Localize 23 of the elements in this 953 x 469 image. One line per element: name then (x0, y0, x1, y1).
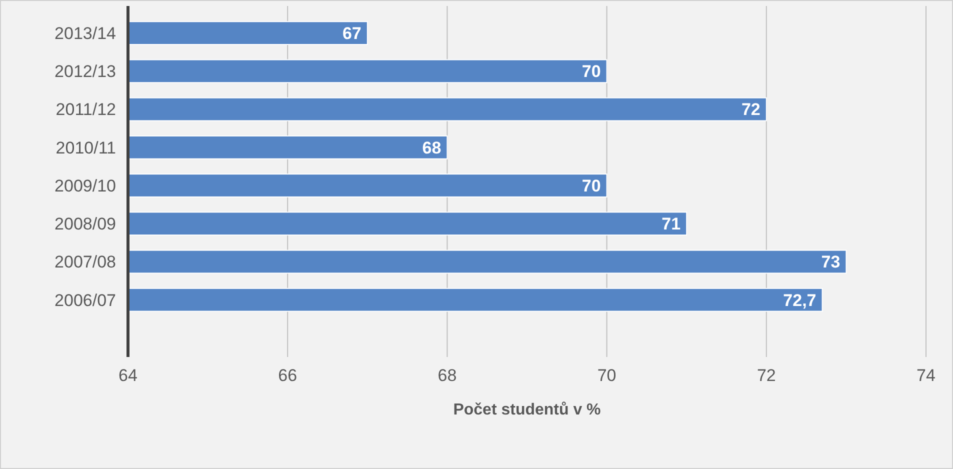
data-label: 72 (741, 100, 760, 120)
x-tick-label: 74 (916, 366, 936, 385)
data-label: 72,7 (783, 290, 816, 310)
x-tick-label: 72 (756, 366, 776, 385)
y-tick-label: 2006/07 (54, 290, 116, 310)
y-tick-label: 2012/13 (54, 62, 116, 82)
y-tick-label: 2008/09 (54, 214, 116, 234)
x-tick-label: 70 (597, 366, 616, 385)
data-label: 73 (821, 252, 840, 272)
y-tick-label: 2013/14 (54, 24, 116, 44)
x-axis-title: Počet studentů v % (453, 402, 601, 419)
y-tick-label: 2007/08 (54, 252, 116, 272)
y-tick-label: 2009/10 (54, 176, 116, 196)
x-tick-label: 64 (118, 366, 138, 385)
data-label: 68 (422, 138, 442, 158)
y-tick-label: 2010/11 (56, 138, 116, 158)
data-label: 70 (582, 176, 601, 196)
data-label: 71 (662, 214, 681, 234)
x-tick-label: 66 (278, 366, 298, 385)
y-tick-label: 2011/12 (56, 100, 116, 120)
data-label: 67 (342, 24, 362, 44)
x-tick-label: 68 (438, 366, 457, 385)
data-label: 70 (582, 62, 601, 82)
